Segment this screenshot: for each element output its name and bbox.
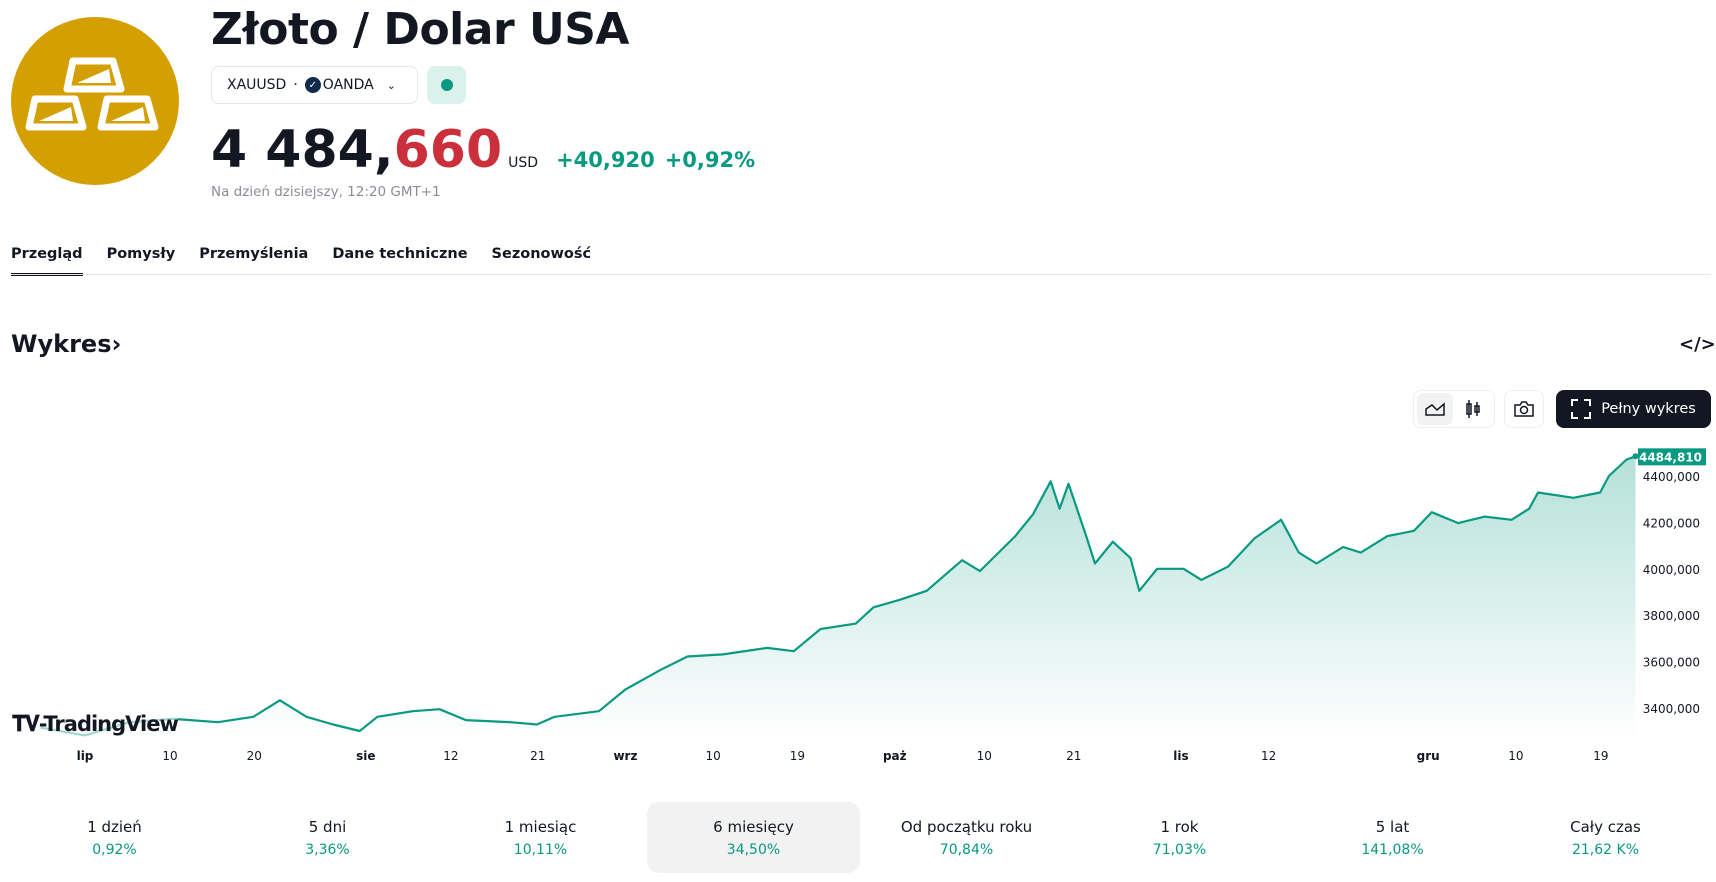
chart-type-group	[1413, 390, 1495, 428]
period-label: Cały czas	[1570, 817, 1641, 836]
tab-seasonals[interactable]: Sezonowość	[491, 246, 592, 262]
currency: USD	[508, 155, 539, 171]
last-price-tag	[1638, 448, 1706, 466]
price-decimals: 660	[393, 120, 503, 180]
gold-bars-logo	[11, 17, 179, 185]
period-1[interactable]: 5 dni 3,36%	[221, 802, 434, 873]
candlestick-icon	[1466, 400, 1480, 418]
y-tick-label: 3600,000	[1643, 656, 1700, 670]
x-tick-label: 21	[1066, 749, 1081, 763]
x-tick-label: 10	[706, 749, 721, 763]
x-tick-label: lip	[77, 749, 94, 763]
x-tick-label: 12	[1261, 749, 1276, 763]
y-tick-label: 4400,000	[1643, 470, 1700, 484]
period-change: 141,08%	[1361, 841, 1424, 858]
x-tick-label: 20	[247, 749, 262, 763]
period-4[interactable]: Od początku roku 70,84%	[860, 802, 1073, 873]
tab-ideas[interactable]: Pomysły	[106, 246, 176, 262]
period-change: 3,36%	[305, 841, 350, 858]
x-tick-label: sie	[356, 749, 375, 763]
period-change: 10,11%	[513, 841, 568, 858]
period-change: 71,03%	[1152, 841, 1207, 858]
price-area-fill	[40, 456, 1636, 740]
x-tick-label: 10	[1508, 749, 1523, 763]
oanda-icon: ✓	[304, 77, 321, 93]
period-3[interactable]: 6 miesięcy 34,50%	[647, 802, 860, 873]
period-label: 6 miesięcy	[713, 817, 794, 836]
period-2[interactable]: 1 miesiąc 10,11%	[434, 802, 647, 873]
price-display: 4 484, 660 USD +40,920 +0,92%	[211, 120, 755, 180]
x-tick-label: 10	[977, 749, 992, 763]
section-title: Wykres	[11, 330, 112, 358]
chevron-right-icon: ›	[111, 330, 122, 358]
screenshot-button[interactable]	[1504, 390, 1544, 428]
performance-periods: 1 dzień 0,92% 5 dni 3,36% 1 miesiąc 10,11% 6 m…	[8, 802, 1712, 873]
x-tick-label: 10	[162, 749, 177, 763]
area-chart-button[interactable]	[1417, 393, 1453, 425]
y-tick-label: 3400,000	[1643, 702, 1700, 716]
price-chart[interactable]: 4400,000 4200,000 4000,000 3800,000 3600,000…	[0, 440, 1716, 780]
y-tick-label: 3800,000	[1643, 609, 1700, 623]
period-change: 21,62 K%	[1571, 841, 1639, 858]
period-label: 1 miesiąc	[504, 817, 577, 836]
tab-technicals[interactable]: Dane techniczne	[332, 246, 468, 262]
y-tick-label: 4000,000	[1643, 563, 1700, 577]
x-tick-label: 19	[1593, 749, 1608, 763]
symbol-selector[interactable]: XAUUSD · ✓ OANDA ⌄	[211, 66, 418, 104]
period-change: 34,50%	[726, 841, 781, 858]
full-chart-label: Pełny wykres	[1601, 401, 1696, 417]
tab-overview[interactable]: Przegląd	[11, 246, 83, 276]
exchange-label: OANDA	[322, 77, 374, 93]
x-tick-label: gru	[1417, 749, 1440, 763]
market-status-button[interactable]	[427, 66, 466, 104]
tradingview-logo-text: TradingView	[43, 712, 178, 736]
page-title: Złoto / Dolar USA	[211, 4, 629, 55]
full-chart-button[interactable]: Pełny wykres	[1556, 390, 1711, 428]
period-label: 1 dzień	[87, 817, 142, 836]
period-5[interactable]: 1 rok 71,03%	[1073, 802, 1286, 873]
tradingview-logo[interactable]: 𝐓𝐕-TradingView	[12, 712, 179, 737]
period-label: 5 lat	[1375, 817, 1410, 836]
last-price-label: 4484,810	[1639, 450, 1702, 464]
gold-bars-icon	[25, 57, 159, 131]
price-integer: 4 484,	[211, 120, 394, 180]
price-line	[40, 455, 1636, 737]
period-0[interactable]: 1 dzień 0,92%	[8, 802, 221, 873]
x-tick-label: lis	[1173, 749, 1188, 763]
period-7[interactable]: Cały czas 21,62 K%	[1499, 802, 1712, 873]
period-label: 5 dni	[308, 817, 347, 836]
separator: ·	[293, 77, 298, 93]
period-6[interactable]: 5 lat 141,08%	[1286, 802, 1499, 873]
symbol-label: XAUUSD	[227, 77, 287, 93]
x-tick-label: 21	[530, 749, 545, 763]
period-change: 70,84%	[939, 841, 994, 858]
candles-chart-button[interactable]	[1455, 393, 1491, 425]
embed-code-button[interactable]: </>	[1679, 334, 1716, 355]
period-label: Od początku roku	[900, 817, 1033, 836]
tab-minds[interactable]: Przemyślenia	[199, 246, 309, 262]
as-of-timestamp: Na dzień dzisiejszy, 12:20 GMT+1	[211, 184, 441, 200]
camera-icon	[1514, 401, 1534, 417]
chevron-down-icon: ⌄	[386, 78, 396, 92]
x-tick-label: 12	[443, 749, 458, 763]
period-change: 0,92%	[92, 841, 137, 858]
area-chart-icon	[1425, 402, 1445, 416]
x-tick-label: paż	[883, 749, 907, 763]
x-tick-label: wrz	[613, 749, 637, 763]
market-open-dot-icon	[440, 79, 453, 91]
divider	[11, 274, 1711, 275]
last-point-marker	[1632, 453, 1639, 460]
x-tick-label: 19	[790, 749, 805, 763]
tab-bar: Przegląd Pomysły Przemyślenia Dane techn…	[11, 246, 591, 276]
price-change: +40,920	[556, 148, 655, 172]
price-change-percent: +0,92%	[664, 148, 756, 172]
y-tick-label: 4200,000	[1643, 516, 1700, 530]
period-label: 1 rok	[1160, 817, 1199, 836]
chart-section-link[interactable]: Wykres›	[11, 330, 121, 358]
fullscreen-icon	[1571, 399, 1592, 419]
